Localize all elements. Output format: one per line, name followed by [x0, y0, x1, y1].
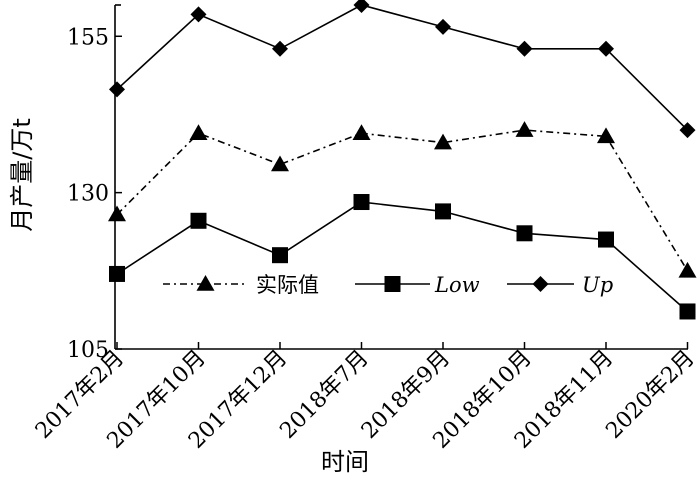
legend: 实际值 Low Up	[163, 273, 613, 297]
y-tick-label: 105	[67, 338, 109, 363]
series-diamond	[109, 0, 696, 139]
data-point	[353, 0, 370, 13]
data-point	[434, 133, 452, 150]
series-layer	[108, 0, 697, 320]
data-point	[272, 247, 288, 264]
x-ticks: 2017年2月2017年10月2017年12月2018年7月2018年9月201…	[31, 342, 700, 454]
data-point	[679, 122, 696, 139]
y-tick-label: 155	[67, 25, 109, 50]
data-point	[109, 265, 125, 282]
series-line	[116, 129, 689, 272]
data-point	[271, 155, 289, 172]
legend-marker	[532, 276, 549, 292]
data-point	[598, 40, 614, 57]
legend-item: Low	[355, 273, 480, 297]
data-point	[516, 225, 533, 242]
data-point	[109, 81, 125, 98]
data-point	[189, 124, 208, 140]
legend-label: Up	[582, 273, 613, 297]
series-square	[109, 194, 696, 320]
legend-label: Low	[434, 273, 480, 297]
legend-label: 实际值	[256, 273, 319, 297]
data-point	[108, 205, 126, 222]
data-point	[435, 18, 451, 35]
data-point	[679, 303, 696, 320]
legend-item: Up	[507, 273, 613, 297]
data-point	[190, 6, 207, 23]
data-point	[190, 212, 207, 229]
data-point	[678, 261, 697, 278]
legend-marker	[384, 276, 401, 292]
legend-marker	[196, 275, 215, 291]
series-triangle	[108, 121, 697, 278]
data-point	[353, 194, 370, 211]
data-point	[272, 40, 288, 57]
series-line	[116, 201, 689, 313]
data-point	[598, 231, 614, 248]
data-point	[435, 203, 451, 220]
data-point	[515, 121, 534, 137]
series-line	[116, 4, 689, 131]
y-axis-title: 月产量/万t	[8, 118, 36, 232]
data-point	[516, 40, 533, 57]
data-point	[597, 127, 615, 144]
x-tick-label: 2020年2月	[601, 346, 699, 444]
y-tick-label: 130	[67, 182, 109, 207]
axes	[114, 4, 688, 350]
y-ticks: 105 130 155	[67, 25, 122, 363]
legend-item: 实际值	[163, 273, 319, 297]
data-point	[352, 124, 371, 140]
x-axis-title: 时间	[321, 448, 369, 476]
